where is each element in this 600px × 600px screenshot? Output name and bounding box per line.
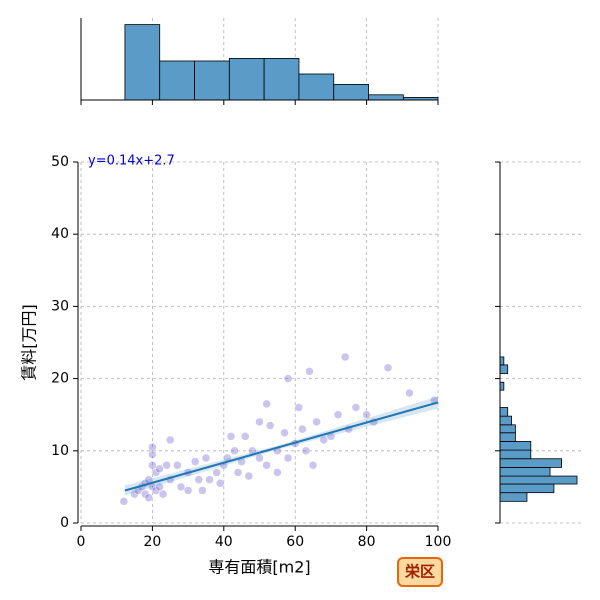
histogram-bar xyxy=(333,84,369,101)
point xyxy=(362,410,371,419)
y-axis-label: 賃料[万円] xyxy=(20,304,39,381)
point xyxy=(119,497,129,506)
point xyxy=(141,489,150,499)
point xyxy=(308,460,318,470)
point xyxy=(233,468,243,477)
point xyxy=(244,471,254,481)
badge: 栄区 xyxy=(404,563,435,581)
point xyxy=(294,403,304,412)
point xyxy=(201,453,211,463)
x-axis-label: 専有面積[m2] xyxy=(208,558,310,577)
point xyxy=(283,374,293,383)
point xyxy=(283,453,293,463)
point xyxy=(333,410,343,419)
x-tick-label: 20 xyxy=(143,534,161,550)
point xyxy=(280,428,289,437)
point xyxy=(340,352,350,362)
histogram-bar xyxy=(499,381,505,391)
point xyxy=(183,486,193,495)
point xyxy=(148,450,157,459)
point xyxy=(194,475,204,484)
histogram-bar xyxy=(159,60,195,101)
histogram-bar xyxy=(499,492,528,502)
y-tick-label: 30 xyxy=(51,298,69,314)
histogram-bar xyxy=(499,449,532,460)
point xyxy=(151,486,161,495)
y-tick-label: 20 xyxy=(51,371,69,387)
histogram-bar xyxy=(499,356,505,366)
point xyxy=(319,435,329,445)
histogram-bar xyxy=(298,73,335,101)
histogram-bar xyxy=(499,458,562,468)
point xyxy=(148,442,157,452)
x-tick-label: 60 xyxy=(286,534,304,550)
histogram-bar xyxy=(263,58,300,101)
histogram-bar xyxy=(499,432,516,442)
point xyxy=(298,424,307,434)
point xyxy=(383,363,393,373)
point xyxy=(226,432,236,441)
histogram-bar xyxy=(499,441,532,451)
histogram-bar xyxy=(368,94,404,101)
point xyxy=(405,388,414,398)
point xyxy=(212,468,221,477)
point xyxy=(305,367,314,376)
x-tick-label: 100 xyxy=(425,534,452,550)
histogram-bar xyxy=(194,60,230,101)
x-tick-label: 40 xyxy=(215,534,233,550)
point xyxy=(262,399,271,409)
point xyxy=(155,482,164,492)
histogram-bar xyxy=(499,424,516,434)
point xyxy=(190,457,200,466)
point xyxy=(173,460,182,470)
point xyxy=(301,446,311,456)
point xyxy=(151,468,161,477)
point xyxy=(148,460,157,470)
point xyxy=(273,468,282,477)
x-tick-label: 80 xyxy=(358,534,376,550)
point xyxy=(144,493,154,502)
point xyxy=(262,460,271,470)
y-tick-label: 50 xyxy=(51,154,69,170)
point xyxy=(205,475,214,484)
point xyxy=(255,417,264,427)
point xyxy=(240,432,250,441)
histogram-bar xyxy=(499,467,551,477)
point xyxy=(215,479,225,488)
histogram-bar xyxy=(499,415,512,426)
y-tick-label: 10 xyxy=(51,443,69,459)
point xyxy=(312,417,321,427)
point xyxy=(198,486,207,495)
point xyxy=(155,464,164,474)
histogram-bar xyxy=(228,58,265,101)
point xyxy=(158,489,168,499)
histogram-bar xyxy=(499,475,578,485)
regression-line xyxy=(124,401,439,492)
histogram-bar xyxy=(499,407,509,417)
y-tick-label: 40 xyxy=(51,226,69,242)
point xyxy=(130,489,139,499)
histogram-bar xyxy=(499,483,555,494)
point xyxy=(255,453,264,463)
annotation: y=0.14x+2.7 xyxy=(88,154,175,169)
badge-box xyxy=(397,557,443,587)
histogram-bar xyxy=(124,24,161,101)
point xyxy=(166,435,175,445)
point xyxy=(265,421,275,430)
histogram-bar xyxy=(499,364,509,374)
point xyxy=(176,482,186,492)
x-tick-label: 0 xyxy=(77,534,86,550)
point xyxy=(162,460,171,470)
point xyxy=(230,446,239,456)
point xyxy=(351,403,361,412)
y-tick-label: 0 xyxy=(60,515,69,531)
